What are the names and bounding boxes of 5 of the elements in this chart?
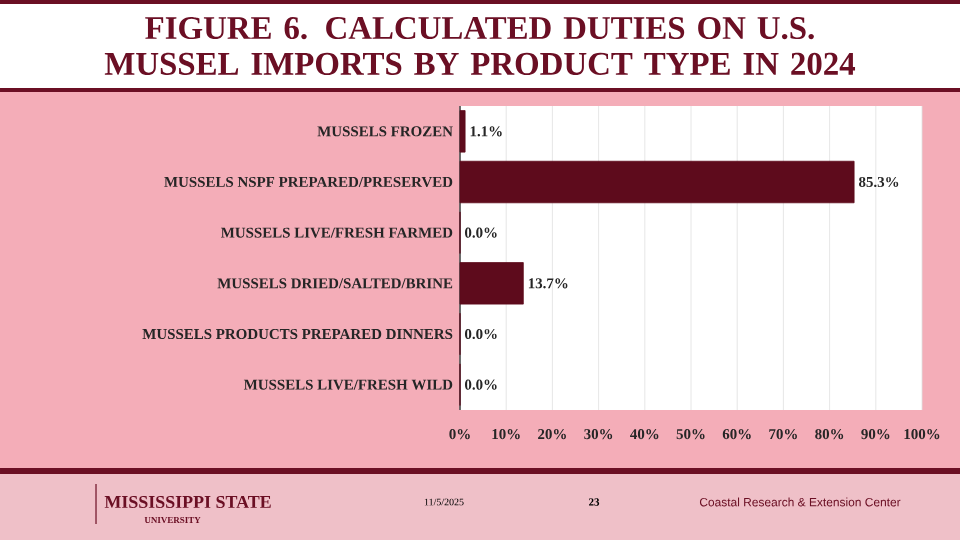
bar <box>459 160 855 204</box>
bar <box>459 262 524 305</box>
chart-title: FIGURE 6. CALCULATED DUTIES ON U.S. MUSSEL IMPORTS BY PRODUCT TYPE IN 2024 <box>104 17 856 75</box>
bar <box>459 110 466 153</box>
text: MISSISSIPPI STATE <box>104 495 271 509</box>
